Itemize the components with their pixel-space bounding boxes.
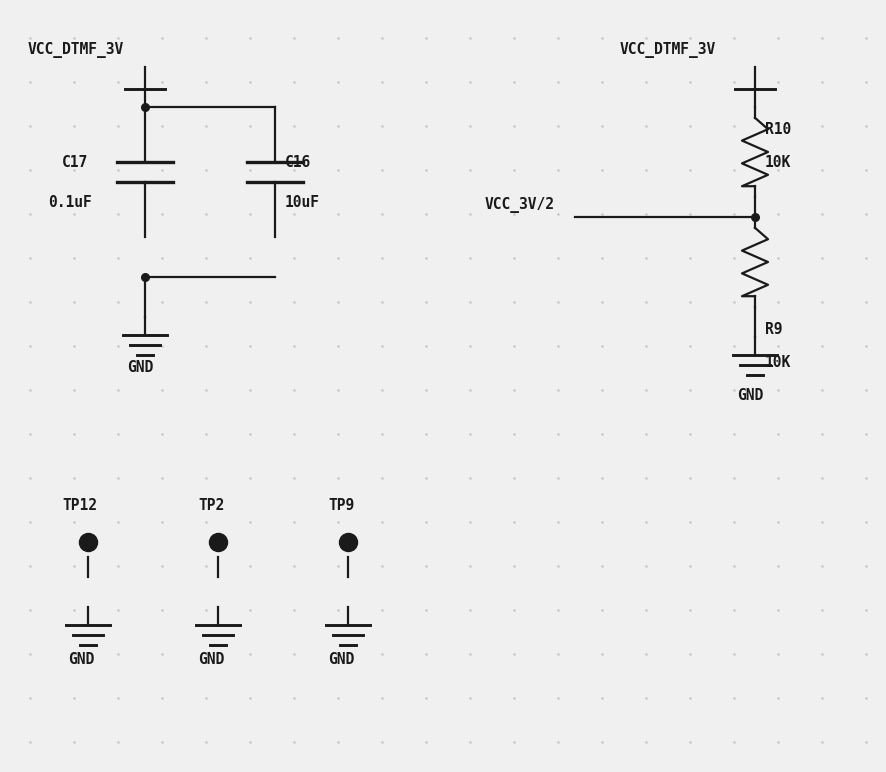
Text: 10uF: 10uF xyxy=(284,195,320,210)
Text: VCC_3V/2: VCC_3V/2 xyxy=(485,197,555,213)
Text: VCC_DTMF_3V: VCC_DTMF_3V xyxy=(619,42,715,58)
Text: TP9: TP9 xyxy=(328,498,354,513)
Text: GND: GND xyxy=(198,652,224,667)
Text: 10K: 10K xyxy=(764,355,790,370)
Text: C17: C17 xyxy=(62,155,88,170)
Text: R10: R10 xyxy=(764,122,790,137)
Text: GND: GND xyxy=(68,652,94,667)
Text: GND: GND xyxy=(127,360,153,375)
Text: GND: GND xyxy=(328,652,354,667)
Text: TP2: TP2 xyxy=(198,498,224,513)
Text: VCC_DTMF_3V: VCC_DTMF_3V xyxy=(28,42,124,58)
Text: TP12: TP12 xyxy=(62,498,97,513)
Text: R9: R9 xyxy=(764,322,781,337)
Text: 10K: 10K xyxy=(764,155,790,170)
Text: C16: C16 xyxy=(284,155,311,170)
Text: 0.1uF: 0.1uF xyxy=(48,195,91,210)
Text: GND: GND xyxy=(736,388,762,403)
